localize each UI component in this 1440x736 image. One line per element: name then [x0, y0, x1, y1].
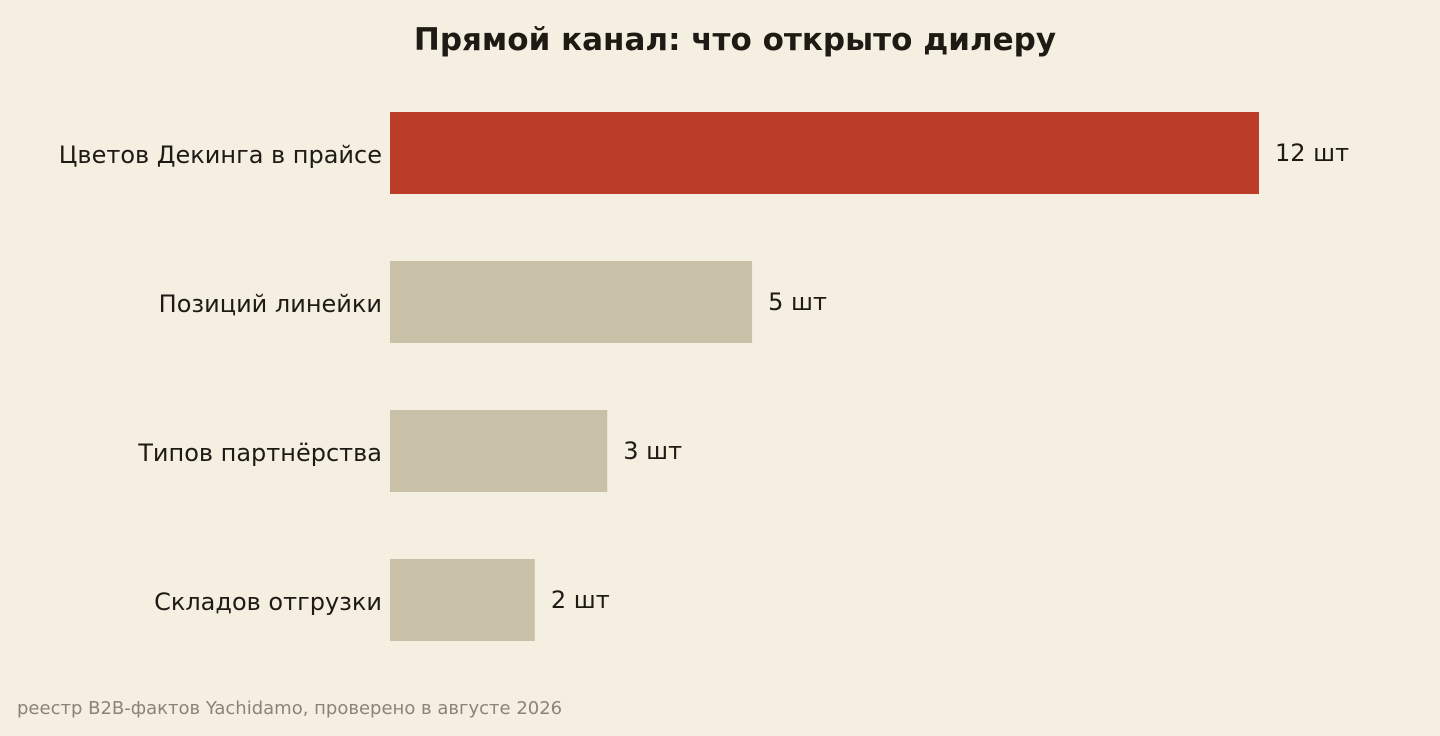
- source-note: реестр B2B-фактов Yachidamo, проверено в…: [17, 698, 562, 719]
- bar-4: [390, 559, 535, 641]
- category-label-4: Складов отгрузки: [154, 588, 382, 616]
- value-label-2: 5 шт: [768, 288, 827, 316]
- bars-group: Цветов Декинга в прайсе 12 шт Позиций лине…: [59, 112, 1349, 641]
- category-label-1: Цветов Декинга в прайсе: [59, 141, 382, 169]
- category-label-2: Позиций линейки: [159, 290, 382, 318]
- bar-2: [390, 261, 753, 343]
- value-label-4: 2 шт: [551, 586, 610, 614]
- value-label-3: 3 шт: [623, 437, 682, 465]
- bar-1: [390, 112, 1259, 194]
- chart-title: Прямой канал: что открыто дилеру: [414, 22, 1056, 58]
- category-label-3: Типов партнёрства: [137, 439, 382, 467]
- bar-3: [390, 410, 608, 492]
- value-label-1: 12 шт: [1275, 139, 1349, 167]
